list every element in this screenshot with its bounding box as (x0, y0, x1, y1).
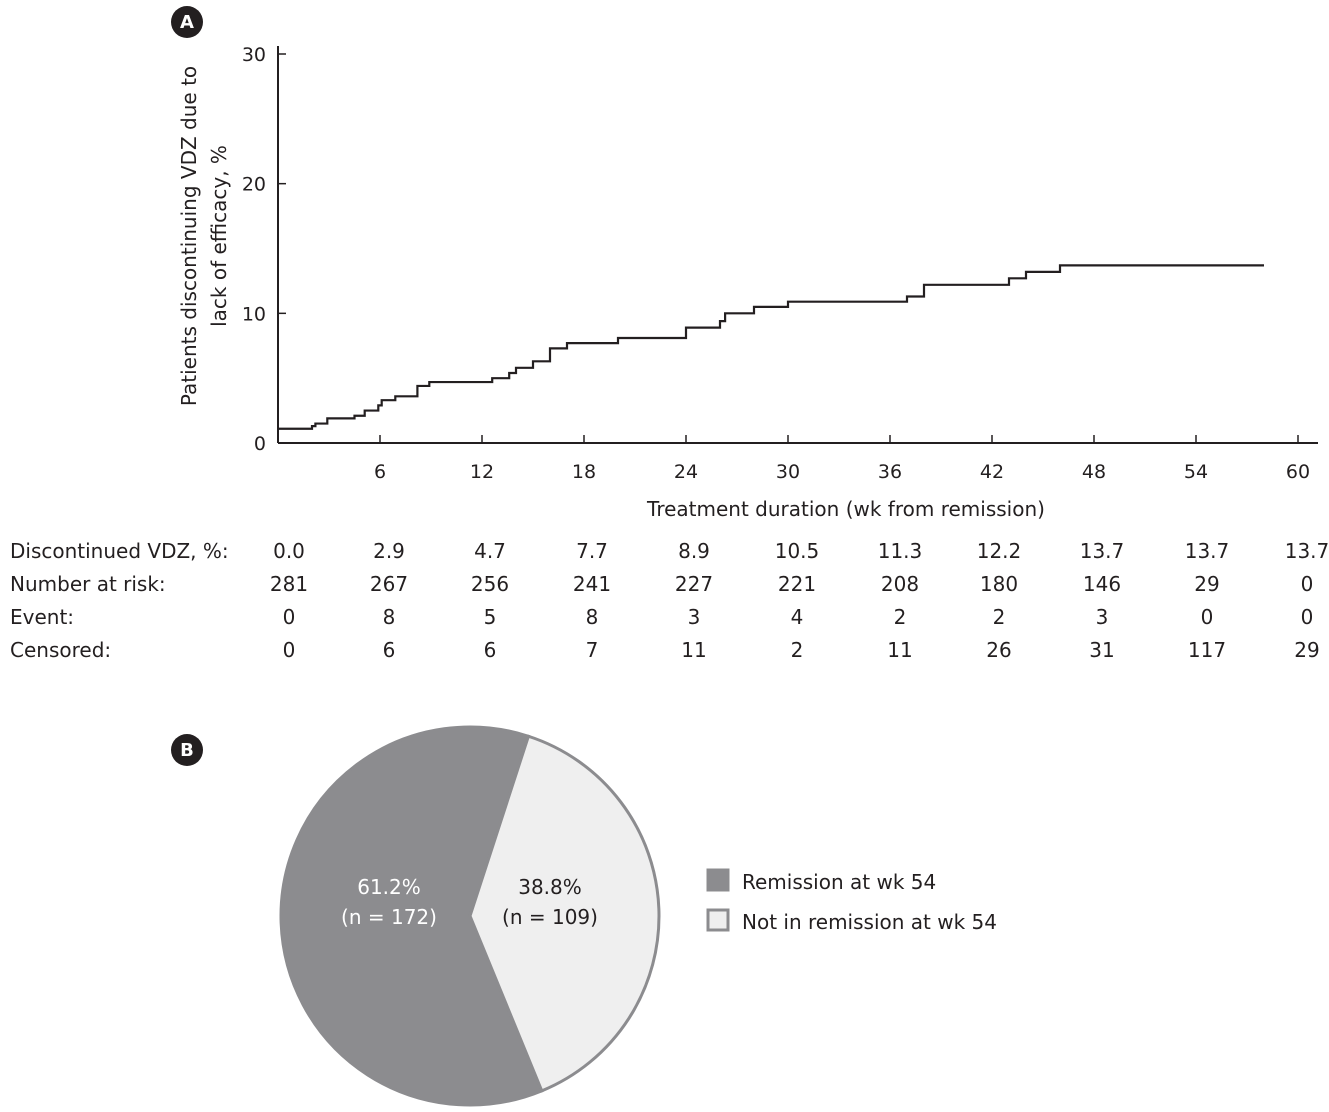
risk-table-cell: 256 (471, 572, 509, 596)
pie-slice-not-in-remission (468, 734, 661, 1093)
x-tick-label: 54 (1184, 461, 1208, 483)
x-tick-label: 60 (1286, 461, 1310, 483)
risk-table-cell: 29 (1294, 638, 1319, 662)
risk-table-cell: 221 (778, 572, 816, 596)
risk-table-cell: 29 (1194, 572, 1219, 596)
pie-label-n-not-remission: (n = 109) (502, 905, 598, 929)
pie-label-n-remission: (n = 172) (341, 905, 437, 929)
x-tick-label: 24 (674, 461, 698, 483)
risk-table-cell: 267 (370, 572, 408, 596)
risk-table-cell: 0 (283, 638, 296, 662)
y-tick-label: 10 (242, 303, 266, 325)
x-tick-label: 36 (878, 461, 902, 483)
x-tick-label: 12 (470, 461, 494, 483)
risk-table-cell: 146 (1083, 572, 1121, 596)
pie-legend: Remission at wk 54 Not in remission at wk… (706, 868, 997, 934)
x-axis-label: Treatment duration (wk from remission) (646, 497, 1045, 521)
risk-table: Discontinued VDZ, %: 0.0 2.9 4.7 7.7 8.9 10.5 1… (10, 539, 1329, 662)
y-tick-label: 30 (242, 44, 266, 66)
risk-table-cell: 4.7 (474, 539, 506, 563)
pie-label-pct-not-remission: 38.8% (518, 875, 582, 899)
pie-chart: 61.2% (n = 172) 38.8% (n = 109) (279, 725, 661, 1107)
risk-table-cell: 10.5 (775, 539, 820, 563)
x-tick-label: 48 (1082, 461, 1106, 483)
y-axis-label-line2: lack of efficacy, % (207, 145, 231, 327)
panel-b-badge (171, 734, 203, 766)
pie-label-pct-remission: 61.2% (357, 875, 421, 899)
risk-table-cell: 7.7 (576, 539, 608, 563)
x-tick-label: 6 (374, 461, 386, 483)
x-tick-label: 18 (572, 461, 596, 483)
risk-table-row-label: Censored: (10, 638, 111, 662)
risk-table-cell: 13.7 (1185, 539, 1230, 563)
risk-table-cell: 11 (887, 638, 912, 662)
series-line-discontinuation (278, 264, 1264, 430)
risk-table-cell: 26 (986, 638, 1011, 662)
risk-table-row-label: Discontinued VDZ, %: (10, 539, 229, 563)
legend-label: Not in remission at wk 54 (742, 910, 997, 934)
risk-table-cell: 11.3 (878, 539, 923, 563)
legend-swatch (706, 868, 730, 892)
risk-table-cell: 241 (573, 572, 611, 596)
risk-table-cell: 4 (791, 605, 804, 629)
panel-a-letter: A (180, 12, 194, 33)
risk-table-cell: 8 (383, 605, 396, 629)
risk-table-row-label: Number at risk: (10, 572, 166, 596)
risk-table-cell: 3 (688, 605, 701, 629)
risk-table-cell: 208 (881, 572, 919, 596)
risk-table-cell: 2.9 (373, 539, 405, 563)
risk-table-cell: 5 (484, 605, 497, 629)
y-axis-label-line1: Patients discontinuing VDZ due to (177, 66, 201, 406)
risk-table-cell: 281 (270, 572, 308, 596)
risk-table-cell: 0 (283, 605, 296, 629)
pie-slice-remission (279, 725, 544, 1107)
risk-table-cell: 6 (484, 638, 497, 662)
x-tick-label: 30 (776, 461, 800, 483)
risk-table-cell: 2 (993, 605, 1006, 629)
risk-table-cell: 11 (681, 638, 706, 662)
risk-table-cell: 180 (980, 572, 1018, 596)
risk-table-cell: 227 (675, 572, 713, 596)
risk-table-cell: 0 (1201, 605, 1214, 629)
risk-table-cell: 8 (586, 605, 599, 629)
risk-table-cell: 117 (1188, 638, 1226, 662)
risk-table-cell: 0 (1301, 605, 1314, 629)
risk-table-cell: 2 (791, 638, 804, 662)
y-tick-label: 20 (242, 174, 266, 196)
step-chart: 6 12 18 24 30 36 42 48 54 60 0 10 20 30 Treatment du… (177, 44, 1318, 521)
legend-label: Remission at wk 54 (742, 870, 936, 894)
risk-table-row-label: Event: (10, 605, 74, 629)
risk-table-cell: 6 (383, 638, 396, 662)
risk-table-cell: 13.7 (1080, 539, 1125, 563)
risk-table-cell: 7 (586, 638, 599, 662)
risk-table-cell: 12.2 (977, 539, 1022, 563)
legend-swatch (706, 908, 730, 932)
risk-table-cell: 0.0 (273, 539, 305, 563)
risk-table-cell: 31 (1089, 638, 1114, 662)
panel-a-badge (171, 6, 203, 38)
risk-table-cell: 2 (894, 605, 907, 629)
risk-table-cell: 0 (1301, 572, 1314, 596)
risk-table-cell: 8.9 (678, 539, 710, 563)
panel-b-letter: B (180, 740, 194, 761)
y-tick-label: 0 (254, 433, 266, 455)
x-tick-label: 42 (980, 461, 1004, 483)
risk-table-cell: 13.7 (1285, 539, 1329, 563)
risk-table-cell: 3 (1096, 605, 1109, 629)
